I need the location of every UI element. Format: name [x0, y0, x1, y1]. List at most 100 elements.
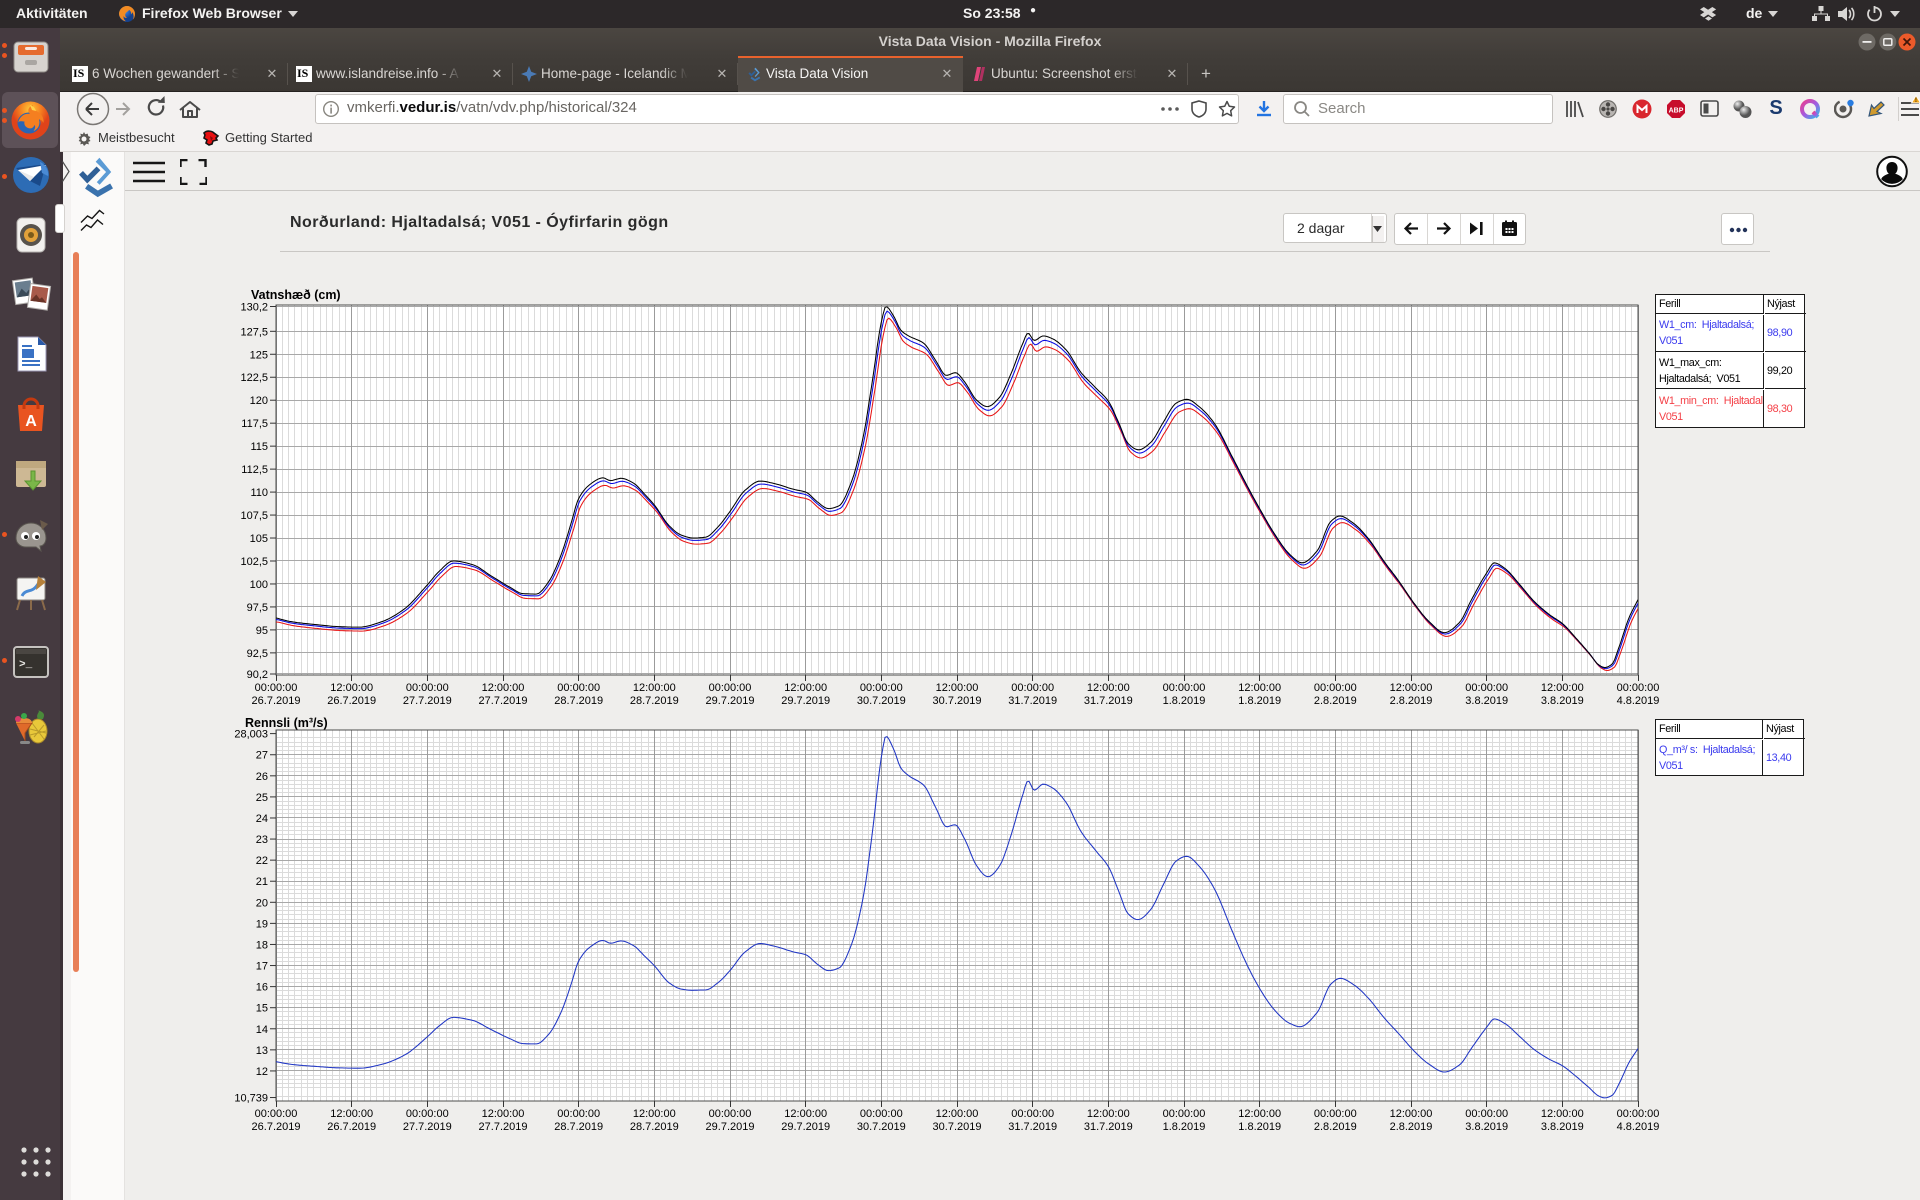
- svg-text:15: 15: [256, 1003, 268, 1015]
- svg-text:125: 125: [250, 349, 268, 361]
- svg-text:25: 25: [256, 792, 268, 804]
- svg-text:12:00:00: 12:00:00: [482, 1108, 525, 1120]
- svg-text:1.8.2019: 1.8.2019: [1238, 695, 1281, 707]
- svg-text:18: 18: [256, 939, 268, 951]
- svg-text:16: 16: [256, 982, 268, 994]
- svg-text:12: 12: [256, 1066, 268, 1078]
- svg-text:00:00:00: 00:00:00: [406, 1108, 449, 1120]
- svg-text:2.8.2019: 2.8.2019: [1390, 695, 1433, 707]
- svg-text:26.7.2019: 26.7.2019: [327, 695, 376, 707]
- svg-text:97,5: 97,5: [247, 602, 268, 614]
- svg-text:00:00:00: 00:00:00: [1011, 1108, 1054, 1120]
- svg-text:>_: >_: [19, 659, 33, 671]
- svg-text:27.7.2019: 27.7.2019: [479, 695, 528, 707]
- svg-text:12:00:00: 12:00:00: [1087, 682, 1130, 694]
- svg-text:31.7.2019: 31.7.2019: [1008, 1121, 1057, 1133]
- svg-text:00:00:00: 00:00:00: [1011, 682, 1054, 694]
- svg-text:3.8.2019: 3.8.2019: [1541, 1121, 1584, 1133]
- svg-text:00:00:00: 00:00:00: [557, 1108, 600, 1120]
- svg-text:102,5: 102,5: [240, 556, 268, 568]
- svg-text:110: 110: [250, 487, 268, 499]
- svg-text:12:00:00: 12:00:00: [633, 1108, 676, 1120]
- svg-text:00:00:00: 00:00:00: [255, 682, 298, 694]
- svg-text:19: 19: [256, 918, 268, 930]
- svg-text:115: 115: [250, 441, 268, 453]
- svg-text:12:00:00: 12:00:00: [936, 682, 979, 694]
- svg-text:3.8.2019: 3.8.2019: [1541, 695, 1584, 707]
- svg-text:00:00:00: 00:00:00: [709, 1108, 752, 1120]
- svg-text:26.7.2019: 26.7.2019: [327, 1121, 376, 1133]
- svg-text:00:00:00: 00:00:00: [1163, 682, 1206, 694]
- svg-text:1.8.2019: 1.8.2019: [1163, 695, 1206, 707]
- svg-text:00:00:00: 00:00:00: [1465, 1108, 1508, 1120]
- svg-text:26.7.2019: 26.7.2019: [252, 695, 301, 707]
- svg-text:12:00:00: 12:00:00: [1541, 682, 1584, 694]
- svg-text:4.8.2019: 4.8.2019: [1617, 695, 1660, 707]
- svg-text:28.7.2019: 28.7.2019: [554, 695, 603, 707]
- svg-text:100: 100: [250, 579, 268, 591]
- svg-text:14: 14: [256, 1024, 268, 1036]
- svg-text:92,5: 92,5: [247, 648, 268, 660]
- svg-text:31.7.2019: 31.7.2019: [1008, 695, 1057, 707]
- svg-text:00:00:00: 00:00:00: [860, 1108, 903, 1120]
- svg-text:Vatnshæð (cm): Vatnshæð (cm): [251, 288, 341, 302]
- svg-text:00:00:00: 00:00:00: [406, 682, 449, 694]
- svg-text:12:00:00: 12:00:00: [633, 682, 676, 694]
- svg-text:ABP: ABP: [1669, 108, 1684, 115]
- svg-text:90,2: 90,2: [247, 669, 268, 681]
- svg-text:00:00:00: 00:00:00: [255, 1108, 298, 1120]
- svg-text:112,5: 112,5: [241, 464, 268, 476]
- svg-text:00:00:00: 00:00:00: [860, 682, 903, 694]
- svg-text:107,5: 107,5: [240, 510, 268, 522]
- svg-text:00:00:00: 00:00:00: [709, 682, 752, 694]
- svg-text:23: 23: [256, 834, 268, 846]
- svg-text:12:00:00: 12:00:00: [1390, 682, 1433, 694]
- svg-text:20: 20: [256, 897, 268, 909]
- svg-text:00:00:00: 00:00:00: [1314, 682, 1357, 694]
- svg-text:27.7.2019: 27.7.2019: [479, 1121, 528, 1133]
- svg-text:12:00:00: 12:00:00: [330, 682, 373, 694]
- svg-text:00:00:00: 00:00:00: [1617, 682, 1660, 694]
- svg-text:26.7.2019: 26.7.2019: [252, 1121, 301, 1133]
- svg-text:30.7.2019: 30.7.2019: [857, 695, 906, 707]
- svg-text:1.8.2019: 1.8.2019: [1238, 1121, 1281, 1133]
- svg-text:130,2: 130,2: [240, 302, 268, 314]
- svg-text:31.7.2019: 31.7.2019: [1084, 695, 1133, 707]
- svg-text:12:00:00: 12:00:00: [1238, 682, 1281, 694]
- svg-text:2.8.2019: 2.8.2019: [1314, 695, 1357, 707]
- svg-text:00:00:00: 00:00:00: [1314, 1108, 1357, 1120]
- svg-text:!: !: [1915, 97, 1917, 104]
- svg-text:10,739: 10,739: [234, 1093, 268, 1105]
- svg-text:30.7.2019: 30.7.2019: [857, 1121, 906, 1133]
- svg-text:29.7.2019: 29.7.2019: [781, 1121, 830, 1133]
- svg-text:27.7.2019: 27.7.2019: [403, 1121, 452, 1133]
- svg-text:127,5: 127,5: [240, 326, 268, 338]
- svg-text:27.7.2019: 27.7.2019: [403, 695, 452, 707]
- svg-text:00:00:00: 00:00:00: [1163, 1108, 1206, 1120]
- svg-text:12:00:00: 12:00:00: [1390, 1108, 1433, 1120]
- svg-text:17: 17: [256, 961, 268, 973]
- svg-text:29.7.2019: 29.7.2019: [706, 695, 755, 707]
- svg-text:2.8.2019: 2.8.2019: [1390, 1121, 1433, 1133]
- svg-text:12:00:00: 12:00:00: [784, 1108, 827, 1120]
- svg-text:12:00:00: 12:00:00: [784, 682, 827, 694]
- svg-text:00:00:00: 00:00:00: [557, 682, 600, 694]
- svg-text:22: 22: [256, 855, 268, 867]
- svg-text:30.7.2019: 30.7.2019: [933, 1121, 982, 1133]
- svg-text:28.7.2019: 28.7.2019: [630, 695, 679, 707]
- svg-text:3.8.2019: 3.8.2019: [1465, 1121, 1508, 1133]
- svg-text:122,5: 122,5: [240, 372, 268, 384]
- svg-text:29.7.2019: 29.7.2019: [781, 695, 830, 707]
- svg-text:12:00:00: 12:00:00: [1087, 1108, 1130, 1120]
- svg-text:29.7.2019: 29.7.2019: [706, 1121, 755, 1133]
- svg-text:12:00:00: 12:00:00: [1541, 1108, 1584, 1120]
- svg-text:12:00:00: 12:00:00: [482, 682, 525, 694]
- svg-text:3.8.2019: 3.8.2019: [1465, 695, 1508, 707]
- svg-text:Rennsli (m³/s): Rennsli (m³/s): [245, 716, 328, 730]
- svg-text:95: 95: [256, 625, 268, 637]
- svg-text:26: 26: [256, 771, 268, 783]
- svg-text:117,5: 117,5: [241, 418, 268, 430]
- svg-text:00:00:00: 00:00:00: [1465, 682, 1508, 694]
- svg-text:120: 120: [250, 395, 268, 407]
- svg-text:105: 105: [250, 533, 268, 545]
